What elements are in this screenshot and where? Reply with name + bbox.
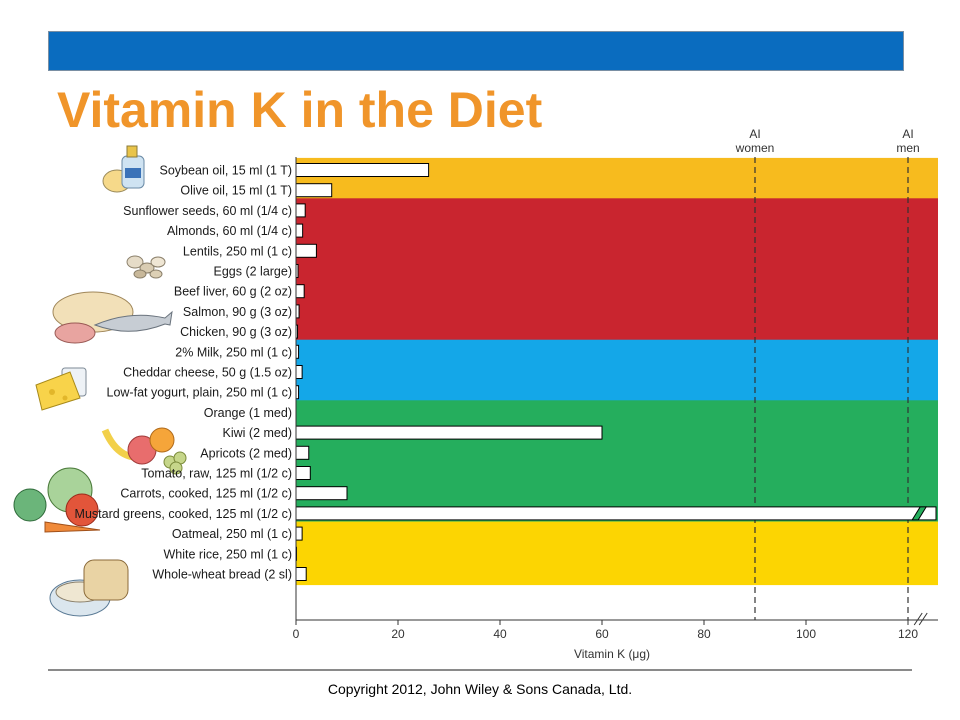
- bar-1: [295, 183, 333, 198]
- oil-bottles-illustration: [102, 145, 145, 193]
- category-label-15: Tomato, raw, 125 ml (1/2 c): [141, 467, 292, 481]
- cheese-milk-illustration: [35, 367, 87, 411]
- copyright-notice: Copyright 2012, John Wiley & Sons Canada…: [327, 681, 633, 697]
- category-label-10: Cheddar cheese, 50 g (1.5 oz): [123, 366, 292, 380]
- category-label-16: Carrots, cooked, 125 ml (1/2 c): [120, 487, 292, 501]
- group-band-2: [296, 339, 938, 404]
- category-label-3: Almonds, 60 ml (1/4 c): [167, 224, 292, 238]
- group-band-4: [296, 521, 938, 586]
- bar-10: [295, 365, 303, 379]
- x-tick-label-1: 20: [391, 627, 405, 641]
- bar-15: [295, 466, 311, 480]
- x-axis: 0 20 40 60 80 100 120: [293, 157, 938, 641]
- group-band-1: [296, 198, 938, 343]
- category-labels: Soybean oil, 15 ml (1 T) Olive oil, 15 ml…: [75, 164, 292, 582]
- category-label-18: Oatmeal, 250 ml (1 c): [172, 527, 292, 541]
- x-axis-break-1: [918, 612, 928, 626]
- category-label-5: Eggs (2 large): [213, 265, 292, 279]
- vegetables-illustration: [13, 467, 101, 533]
- bar-break-mark: [911, 506, 928, 521]
- x-tick-label-2: 40: [493, 627, 507, 641]
- nuts-illustration: [126, 255, 166, 279]
- bar-18: [295, 526, 303, 541]
- slide-title: Vitamin K in the Diet: [57, 82, 543, 138]
- category-label-4: Lentils, 250 ml (1 c): [183, 244, 292, 258]
- ai-label-0-0: AI: [749, 127, 760, 141]
- bar-14: [295, 445, 310, 460]
- food-group-bands: [296, 157, 938, 586]
- category-label-12: Orange (1 med): [204, 406, 292, 420]
- category-label-19: White rice, 250 ml (1 c): [163, 547, 292, 561]
- x-tick-label-3: 60: [595, 627, 609, 641]
- bar-16: [295, 486, 348, 501]
- x-axis-break-0: [913, 612, 923, 626]
- bar-13: [295, 425, 603, 440]
- category-label-8: Chicken, 90 g (3 oz): [180, 325, 292, 339]
- bar-3: [295, 223, 304, 238]
- x-tick-label-0: 0: [293, 627, 300, 641]
- bar-2: [295, 203, 306, 218]
- fruit-illustration: [101, 427, 187, 475]
- x-axis-title: Vitamin K (μg): [574, 647, 650, 661]
- category-label-1: Olive oil, 15 ml (1 T): [180, 184, 292, 198]
- meat-fish-illustration: [52, 291, 173, 344]
- x-tick-label-6: 120: [898, 627, 918, 641]
- category-label-14: Apricots (2 med): [200, 446, 292, 460]
- x-tick-label-4: 80: [697, 627, 711, 641]
- ai-label-1-1: men: [896, 141, 919, 155]
- ai-label-0-1: women: [735, 141, 775, 155]
- group-band-3: [296, 400, 938, 525]
- x-tick-label-5: 100: [796, 627, 816, 641]
- ai-label-1-0: AI: [902, 127, 913, 141]
- category-label-20: Whole-wheat bread (2 sl): [152, 568, 292, 582]
- category-label-13: Kiwi (2 med): [223, 426, 292, 440]
- category-label-11: Low-fat yogurt, plain, 250 ml (1 c): [107, 386, 293, 400]
- grains-bread-illustration: [49, 559, 129, 617]
- category-label-7: Salmon, 90 g (3 oz): [183, 305, 292, 319]
- bar-6: [295, 284, 305, 299]
- category-label-17: Mustard greens, cooked, 125 ml (1/2 c): [75, 507, 292, 521]
- category-label-2: Sunflower seeds, 60 ml (1/4 c): [123, 204, 292, 218]
- category-label-0: Soybean oil, 15 ml (1 T): [160, 164, 292, 178]
- category-label-6: Beef liver, 60 g (2 oz): [174, 285, 292, 299]
- header-bar: [48, 31, 904, 71]
- bar-20: [295, 567, 307, 581]
- category-label-9: 2% Milk, 250 ml (1 c): [175, 345, 292, 359]
- bar-4: [295, 243, 317, 258]
- bar-0: [295, 163, 430, 177]
- bar-17: [295, 506, 937, 521]
- footer-divider: [48, 669, 912, 671]
